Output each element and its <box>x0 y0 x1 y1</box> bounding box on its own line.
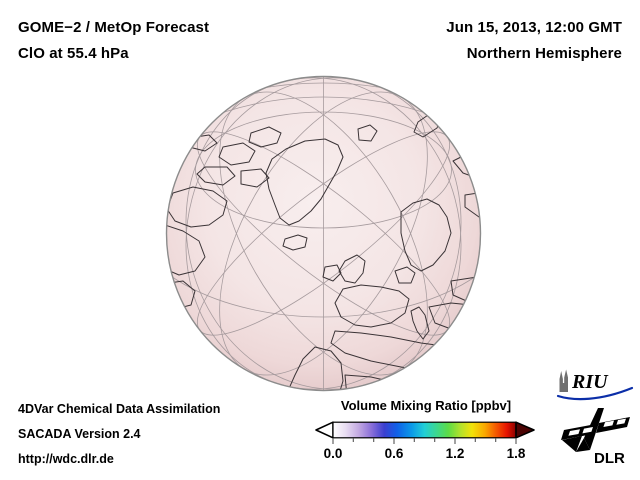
dlr-logo: DLR <box>561 408 630 467</box>
dlr-mark <box>561 408 630 452</box>
cathedral-icon <box>559 369 568 392</box>
version-label: SACADA Version 2.4 <box>18 427 141 441</box>
colorbar-low-arrow <box>315 421 334 439</box>
colorbar-high-arrow <box>515 421 535 439</box>
colorbar-gradient <box>315 421 535 444</box>
assimilation-label: 4DVar Chemical Data Assimilation <box>18 402 221 416</box>
riu-logo: RIU <box>556 369 634 401</box>
website-link[interactable]: http://wdc.dlr.de <box>18 452 114 466</box>
riu-wordmark: RIU <box>571 371 609 393</box>
colorbar-tick-label: 1.2 <box>445 446 465 461</box>
colorbar-ticks <box>332 438 517 444</box>
page-title: GOME−2 / MetOp Forecast <box>18 19 210 36</box>
dlr-wordmark: DLR <box>594 450 625 467</box>
graticule-parallels <box>166 76 481 391</box>
colorbar-tick-label: 0.0 <box>323 446 343 461</box>
region-label: Northern Hemisphere <box>466 45 622 62</box>
datetime-label: Jun 15, 2013, 12:00 GMT <box>446 19 622 36</box>
globe-outline <box>165 75 482 392</box>
colorbar-tick-label: 0.6 <box>384 446 404 461</box>
colorbar: Volume Mixing Ratio [ppbv] <box>312 398 540 470</box>
riu-swoosh <box>556 386 634 401</box>
colorbar-body <box>332 421 517 439</box>
globe-map <box>165 75 482 392</box>
colorbar-tick-labels: 0.0 0.6 1.2 1.8 <box>312 446 540 466</box>
species-level-subtitle: ClO at 55.4 hPa <box>18 45 129 62</box>
colorbar-title: Volume Mixing Ratio [ppbv] <box>340 398 512 413</box>
colorbar-tick-label: 1.8 <box>506 446 526 461</box>
